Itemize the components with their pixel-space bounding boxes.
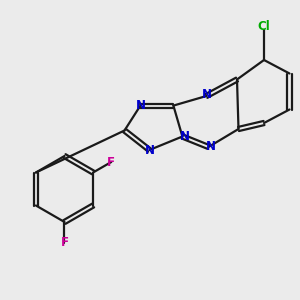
Text: N: N: [144, 143, 154, 157]
Text: N: N: [206, 140, 216, 154]
Text: N: N: [201, 88, 212, 101]
Text: Cl: Cl: [258, 20, 270, 33]
Text: F: F: [107, 155, 115, 169]
Text: F: F: [61, 236, 68, 250]
Text: N: N: [180, 130, 190, 143]
Text: N: N: [135, 99, 146, 112]
